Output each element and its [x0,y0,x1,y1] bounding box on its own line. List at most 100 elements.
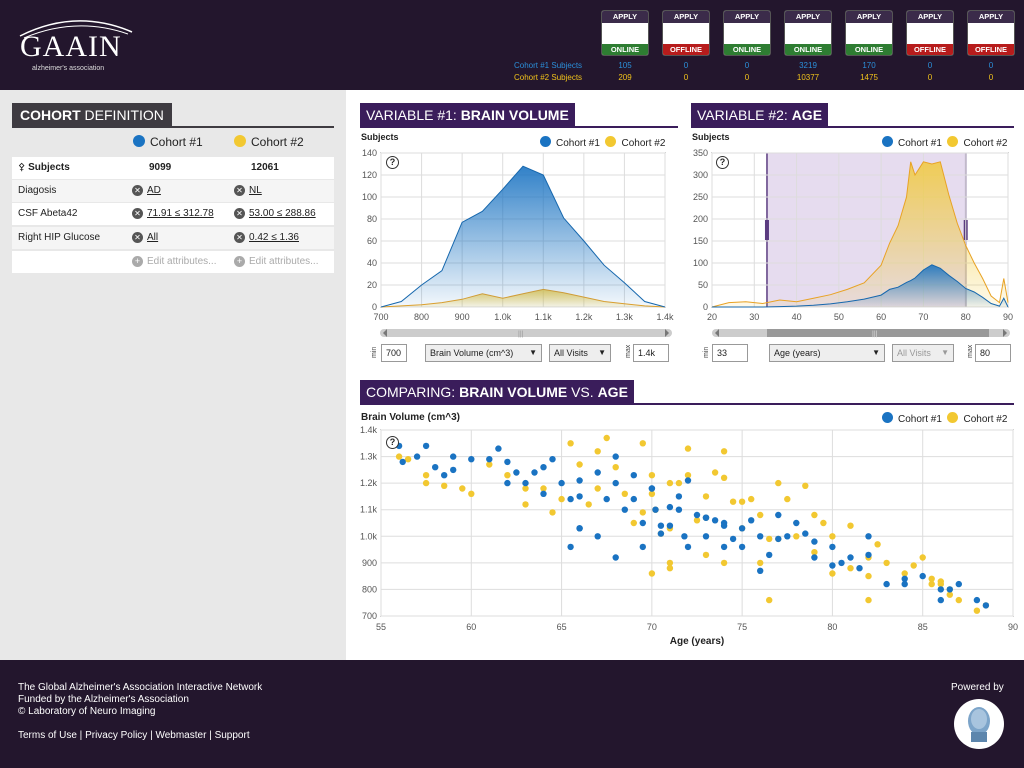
range-slider[interactable]: ||| [712,327,1010,339]
apply-button[interactable]: APPLY [785,11,831,23]
apply-button[interactable]: APPLY [663,11,709,23]
edit-attributes-c2[interactable]: + Edit attributes... [234,251,318,273]
cohort2-dot-icon [234,135,246,147]
x-tick-label: 70 [918,312,928,322]
privacy-link[interactable]: Privacy Policy [85,730,148,741]
cohort2-point [802,482,809,489]
range-slider[interactable]: ||| [380,327,672,339]
remove-icon[interactable]: ✕ [132,184,143,196]
database-tile-7[interactable]: APPLY OFFLINE [967,10,1015,56]
cohort2-point [729,498,737,505]
help-icon[interactable]: ? [716,156,729,169]
database-tile-2[interactable]: APPLY OFFLINE [662,10,710,56]
y-tick-label: 60 [367,236,377,246]
webmaster-link[interactable]: Webmaster [155,730,207,741]
edit-attributes-c1[interactable]: + Edit attributes... [132,251,216,273]
database-tile-1[interactable]: APPLY ONLINE [601,10,649,56]
cohort2-point [630,519,637,527]
remove-icon[interactable]: ✕ [234,231,245,243]
remove-icon[interactable]: ✕ [132,207,143,219]
database-tile-3[interactable]: APPLY ONLINE [723,10,771,56]
remove-icon[interactable]: ✕ [132,231,143,243]
support-link[interactable]: Support [214,730,250,741]
cohort1-point [549,456,556,463]
database-tile-4[interactable]: APPLY ONLINE [784,10,832,56]
apply-button[interactable]: APPLY [602,11,648,23]
compare-legend: Cohort #1 Cohort #2 [882,412,1007,425]
cohort2-point [811,511,818,519]
y-tick-label: 1.4k [360,425,378,435]
age-histogram[interactable]: 20 30 40 50 60 70 80 90 0 50 100 150 200 250 300 350 [686,145,1022,330]
cohort2-point [504,472,511,479]
cohort2-point [829,533,836,540]
remove-icon[interactable]: ✕ [234,207,245,219]
cohort2-subjects-count: 12061 [251,162,279,173]
loni-logo[interactable] [954,699,1004,749]
x-tick-label: 80 [961,312,971,322]
brain-volume-histogram[interactable]: 700 800 900 1.0k 1.1k 1.2k 1.3k 1.4k 0 20 40 60 80 10… [355,145,685,330]
cohort1-point [829,543,836,551]
apply-button[interactable]: APPLY [907,11,953,23]
cohort2-point [594,485,601,492]
hip-c2-value[interactable]: 0.42 ≤ 1.36 [249,232,299,243]
cohort2-point [468,490,475,497]
divider [691,126,1014,128]
cohort1-db-count: 105 [618,61,632,70]
var1-visits-select[interactable]: All Visits ▼ [549,344,611,362]
cohort1-point [738,525,746,532]
apply-button[interactable]: APPLY [724,11,770,23]
database-tile-6[interactable]: APPLY OFFLINE [906,10,954,56]
csf-c1-value[interactable]: 71.91 ≤ 312.78 [147,208,214,219]
x-tick-label: 800 [414,312,429,322]
var1-variable-select[interactable]: Brain Volume (cm^3) ▼ [425,344,542,362]
hip-glucose-row: Right HIP Glucose ✕ All ✕ 0.42 ≤ 1.36 [12,227,334,249]
y-tick-label: 1.3k [360,452,378,462]
apply-button[interactable]: APPLY [846,11,892,23]
diagnosis-c1-value[interactable]: AD [147,185,161,196]
cohort2-point [775,479,782,487]
brain-volume-vs-age-scatter[interactable]: 700 800 900 1.0k 1.1k 1.2k 1.3k 1.4k 55 60 65 70 75 8… [355,406,1021,651]
gaain-logo[interactable]: GAAIN alzheimer's association [16,14,136,76]
cohort2-point [648,570,656,577]
cohort2-point [666,565,674,572]
var2-min-input[interactable]: 33 [712,344,748,362]
plus-icon: + [132,255,143,267]
cohort2-point [757,559,764,567]
remove-icon[interactable]: ✕ [234,184,245,196]
y-tick-label: 0 [372,302,377,312]
cohort1-point [639,519,646,527]
x-tick-label: 30 [749,312,759,322]
y-tick-label: 800 [362,584,377,594]
var1-y-label: Subjects [361,132,399,142]
terms-link[interactable]: Terms of Use [18,730,77,741]
database-tile-5[interactable]: APPLY ONLINE [845,10,893,56]
var2-visits-select: All Visits ▼ [892,344,954,362]
cohort2-point [395,453,403,460]
cohort1-point [450,453,457,460]
x-tick-label: 700 [373,312,388,322]
cohort2-point [738,498,746,505]
help-icon[interactable]: ? [386,156,399,169]
plus-icon: + [234,255,245,267]
cohort2-point [648,472,656,479]
y-tick-label: 1.0k [360,531,378,541]
cohort1-db-count: 3219 [799,61,817,70]
status-badge: ONLINE [602,44,648,55]
cohort2-db-count: 1475 [860,73,878,82]
help-icon[interactable]: ? [386,436,399,449]
diagnosis-c2-value[interactable]: NL [249,185,262,196]
cohort2-dot-icon [947,136,959,147]
cohort2-point [910,562,917,569]
var2-max-input[interactable]: 80 [975,344,1011,362]
cohort2-point [422,472,430,479]
var1-max-input[interactable]: 1.4k [633,344,669,362]
var2-variable-select[interactable]: Age (years) ▼ [769,344,885,362]
var1-min-input[interactable]: 700 [381,344,407,362]
apply-button[interactable]: APPLY [968,11,1014,23]
csf-c2-value[interactable]: 53.00 ≤ 288.86 [249,208,316,219]
hip-c1-value[interactable]: All [147,232,159,243]
cohort1-header: Cohort #1 [133,135,203,149]
cohort2-point [928,575,935,582]
person-icon: ⚴ [18,162,26,173]
cohort2-point [883,559,890,567]
